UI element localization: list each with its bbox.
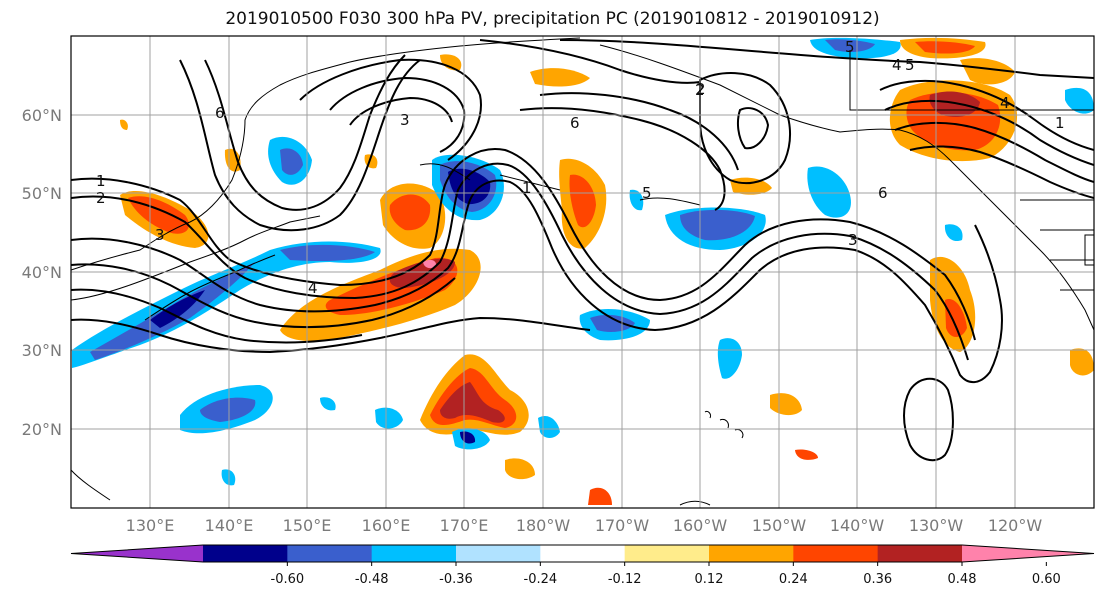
contour-label: 4: [1000, 94, 1010, 112]
contour-label: 5: [905, 56, 915, 74]
lon-label: 140°E: [205, 516, 254, 535]
lon-label: 180°W: [516, 516, 571, 535]
map-title: 2019010500 F030 300 hPa PV, precipitatio…: [225, 9, 880, 29]
colorbar: -0.60 -0.48 -0.36 -0.24 -0.12 0.12 0.24 0.36 0.4…: [70, 544, 1095, 587]
contour-label: 2: [696, 80, 706, 98]
colorbar-swatch: [624, 545, 710, 562]
contour-labels: 1 2 3 4 5 6 1 2 3 4 5 6 1 2 3 4 5 6: [96, 38, 1065, 297]
map-frame: [70, 35, 1095, 509]
contour-label: 5: [642, 184, 652, 202]
contour-label: 6: [878, 184, 888, 202]
contour-label: 4: [892, 56, 902, 74]
lat-label: 60°N: [22, 106, 62, 125]
colorbar-outline: [70, 544, 1095, 563]
colorbar-swatch: [540, 545, 626, 562]
contour-label: 1: [522, 179, 532, 197]
colorbar-extend-low: [71, 545, 203, 562]
contour-label: 6: [570, 114, 580, 132]
lat-label: 20°N: [22, 420, 62, 439]
contour-label: 1: [1055, 114, 1065, 132]
colorbar-extend-high: [962, 545, 1094, 562]
colorbar-tick-label: 0.24: [779, 572, 808, 587]
lon-label: 140°W: [830, 516, 885, 535]
contour-label: 5: [845, 38, 855, 56]
colorbar-swatch: [287, 545, 373, 562]
colorbar-tick-label: -0.60: [271, 572, 305, 587]
colorbar-tick-label: -0.12: [608, 572, 642, 587]
colorbar-swatch: [203, 545, 288, 562]
lon-label: 170°E: [440, 516, 489, 535]
longitude-labels: 130°E 140°E 150°E 160°E 170°E 180°W 170°…: [126, 516, 1043, 535]
lon-label: 130°E: [126, 516, 175, 535]
contour-label: 3: [400, 111, 410, 129]
colorbar-swatch: [371, 545, 457, 562]
lon-label: 150°W: [752, 516, 807, 535]
colorbar-swatch: [877, 545, 963, 562]
contour-label: 3: [848, 231, 858, 249]
lat-label: 40°N: [22, 263, 62, 282]
latitude-labels: 60°N 50°N 40°N 30°N 20°N: [22, 106, 62, 439]
contour-label: 6: [215, 104, 225, 122]
colorbar-tick-label: -0.24: [524, 572, 558, 587]
lon-label: 160°W: [673, 516, 728, 535]
lon-label: 150°E: [283, 516, 332, 535]
colorbar-tick-label: 0.12: [695, 572, 724, 587]
colorbar-tick-label: -0.48: [355, 572, 389, 587]
colorbar-tick-label: 0.48: [948, 572, 977, 587]
colorbar-tick-label: 0.60: [1032, 572, 1061, 587]
colorbar-swatch: [456, 545, 541, 562]
colorbar-tick-label: -0.36: [439, 572, 473, 587]
contour-label: 4: [308, 279, 318, 297]
contour-label: 3: [155, 226, 165, 244]
lat-label: 30°N: [22, 341, 62, 360]
colorbar-swatch: [793, 545, 879, 562]
contour-label: 2: [96, 189, 106, 207]
colorbar-tick-label: 0.36: [863, 572, 892, 587]
contour-label: 2: [695, 81, 705, 99]
lon-label: 130°W: [909, 516, 964, 535]
lon-label: 120°W: [988, 516, 1043, 535]
contour-label: 1: [96, 172, 106, 190]
colorbar-swatch: [709, 545, 794, 562]
lon-label: 170°W: [595, 516, 650, 535]
graticule: [71, 36, 1094, 508]
lat-label: 50°N: [22, 184, 62, 203]
lon-label: 160°E: [362, 516, 411, 535]
